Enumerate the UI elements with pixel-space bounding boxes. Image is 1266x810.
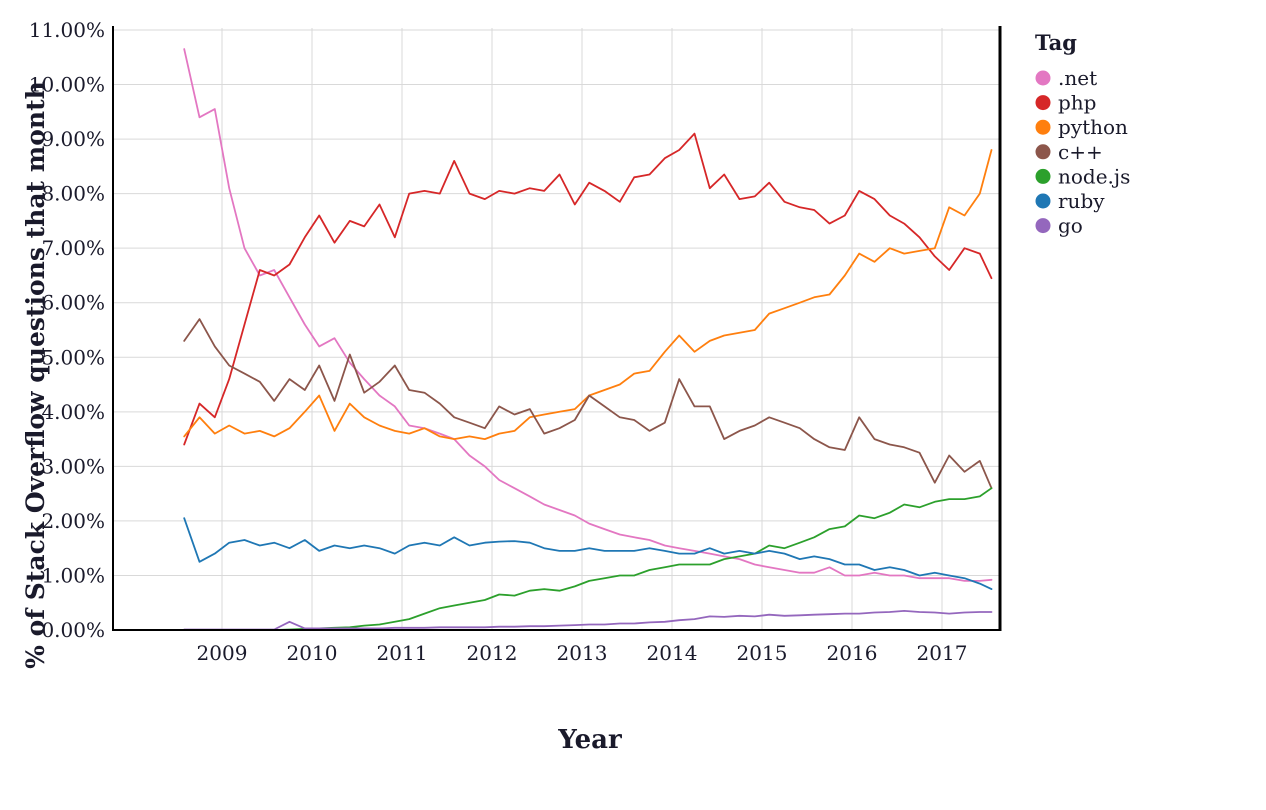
- x-axis-title: Year: [557, 725, 622, 755]
- legend-label-c: c++: [1058, 140, 1103, 164]
- x-tick-label: 2015: [737, 641, 788, 665]
- series-line-nodejs: [183, 487, 993, 631]
- chart-series: [183, 48, 993, 631]
- x-tick-label: 2013: [557, 641, 608, 665]
- legend-swatch-net: [1035, 70, 1051, 86]
- x-tick-label: 2011: [377, 641, 428, 665]
- y-axis-title: % of Stack Overflow questions that month: [21, 81, 50, 669]
- series-line-ruby: [183, 517, 993, 590]
- x-tick-label: 2012: [467, 641, 518, 665]
- legend-swatch-go: [1035, 218, 1051, 234]
- legend-swatch-php: [1035, 95, 1051, 111]
- y-tick-label: 3.00%: [41, 454, 105, 478]
- x-tick-label: 2017: [917, 641, 968, 665]
- legend-label-php: php: [1058, 91, 1097, 115]
- legend-label-net: .net: [1058, 66, 1097, 90]
- legend-label-python: python: [1058, 115, 1128, 139]
- y-tick-label: 4.00%: [41, 400, 105, 424]
- y-tick-label: 11.00%: [29, 18, 105, 42]
- x-tick-label: 2009: [197, 641, 248, 665]
- y-tick-label: 9.00%: [41, 127, 105, 151]
- y-tick-label: 5.00%: [41, 345, 105, 369]
- y-tick-label: 0.00%: [41, 618, 105, 642]
- x-tick-label: 2016: [827, 641, 878, 665]
- legend-label-nodejs: node.js: [1058, 164, 1130, 188]
- y-tick-label: 6.00%: [41, 291, 105, 315]
- legend-swatch-c: [1035, 144, 1051, 160]
- y-tick-label: 8.00%: [41, 182, 105, 206]
- tick-labels: 0.00% 1.00% 2.00% 3.00% 4.00% 5.00% 6.00% 7.00%…: [29, 18, 968, 665]
- x-tick-label: 2014: [647, 641, 698, 665]
- legend-title: Tag: [1035, 30, 1077, 55]
- legend-swatch-ruby: [1035, 193, 1051, 209]
- series-line-php: [183, 132, 993, 446]
- legend-label-ruby: ruby: [1058, 189, 1105, 213]
- series-line-go: [183, 610, 993, 631]
- axes: [112, 26, 1002, 631]
- y-tick-label: 7.00%: [41, 236, 105, 260]
- y-tick-label: 2.00%: [41, 509, 105, 533]
- y-tick-label: 10.00%: [29, 73, 105, 97]
- x-tick-label: 2010: [287, 641, 338, 665]
- legend-swatch-python: [1035, 119, 1051, 135]
- legend-swatch-nodejs: [1035, 168, 1051, 184]
- series-line-net: [183, 48, 993, 582]
- y-tick-label: 1.00%: [41, 563, 105, 587]
- series-line-c: [183, 318, 993, 490]
- legend-label-go: go: [1058, 214, 1083, 238]
